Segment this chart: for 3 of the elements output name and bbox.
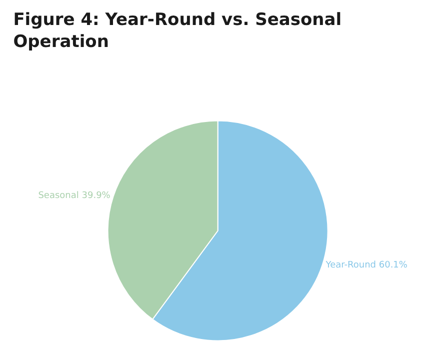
slice-label: Year-Round 60.1% bbox=[324, 260, 408, 271]
slice-label: Seasonal 39.9% bbox=[38, 190, 111, 201]
chart-title: Figure 4: Year-Round vs. Seasonal Operation bbox=[13, 10, 342, 52]
